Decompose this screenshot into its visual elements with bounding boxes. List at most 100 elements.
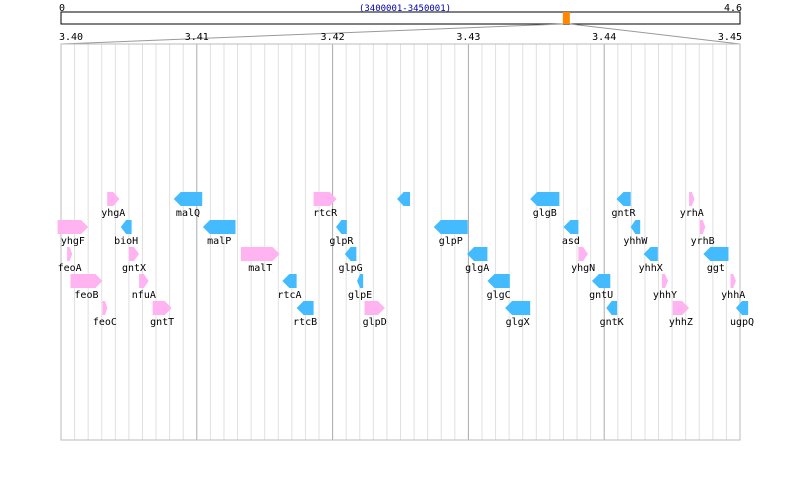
gene-yhhZ[interactable]: yhhZ bbox=[669, 301, 693, 328]
gene-glpR[interactable]: glpR bbox=[329, 220, 354, 247]
gene-label: glpD bbox=[363, 317, 387, 328]
gene-arrow[interactable] bbox=[296, 301, 314, 315]
gene-arrow[interactable] bbox=[467, 247, 488, 261]
gene-yhgA[interactable]: yhgA bbox=[101, 192, 125, 219]
gene-gntK[interactable]: gntK bbox=[600, 301, 624, 328]
gene-arrow[interactable] bbox=[57, 220, 89, 234]
gene-label: feoC bbox=[93, 317, 117, 328]
gene-yrhA[interactable]: yrhA bbox=[680, 192, 704, 219]
gene-malT[interactable]: malT bbox=[240, 247, 280, 274]
gene-arrow[interactable] bbox=[505, 301, 531, 315]
gene-label: glgB bbox=[533, 208, 557, 219]
gene-nfuA[interactable]: nfuA bbox=[132, 274, 156, 301]
gene-yhhX[interactable]: yhhX bbox=[639, 247, 663, 274]
overview-bar[interactable] bbox=[60, 11, 741, 25]
gene-label: glpE bbox=[348, 290, 372, 301]
overview-range-label: (3400001-3450001) bbox=[359, 4, 451, 14]
gene-arrow[interactable] bbox=[282, 274, 297, 288]
gene-label: malP bbox=[207, 236, 231, 247]
gene-glgB[interactable]: glgB bbox=[530, 192, 560, 219]
gene-glgX[interactable]: glgX bbox=[505, 301, 531, 328]
gene-arrow[interactable] bbox=[616, 192, 631, 206]
gene-feoA[interactable]: feoA bbox=[58, 247, 82, 274]
gene-unnamed[interactable] bbox=[397, 192, 411, 206]
gene-arrow[interactable] bbox=[152, 301, 172, 315]
gene-yhhY[interactable]: yhhY bbox=[653, 274, 677, 301]
gene-arrow[interactable] bbox=[672, 301, 690, 315]
gene-gntT[interactable]: gntT bbox=[150, 301, 174, 328]
gene-glpE[interactable]: glpE bbox=[348, 274, 372, 301]
gene-gntX[interactable]: gntX bbox=[122, 247, 146, 274]
gene-label: glgA bbox=[465, 263, 489, 274]
zoom-guide-right bbox=[569, 23, 741, 45]
gene-glgC[interactable]: glgC bbox=[487, 274, 511, 301]
gene-arrow[interactable] bbox=[397, 192, 411, 206]
gene-rtcB[interactable]: rtcB bbox=[293, 301, 317, 328]
gene-rtcR[interactable]: rtcR bbox=[313, 192, 338, 219]
zoom-guide-left bbox=[60, 23, 563, 45]
gene-arrow[interactable] bbox=[67, 247, 73, 261]
gene-arrow[interactable] bbox=[689, 192, 695, 206]
gene-arrow[interactable] bbox=[487, 274, 510, 288]
gene-yhhA[interactable]: yhhA bbox=[721, 274, 745, 301]
gene-arrow[interactable] bbox=[730, 274, 736, 288]
gene-yhgN[interactable]: yhgN bbox=[571, 247, 595, 274]
gene-rtcA[interactable]: rtcA bbox=[277, 274, 302, 301]
gene-arrow[interactable] bbox=[335, 220, 347, 234]
gene-arrow[interactable] bbox=[139, 274, 149, 288]
gene-asd[interactable]: asd bbox=[562, 220, 580, 247]
gene-feoB[interactable]: feoB bbox=[70, 274, 103, 301]
gene-glpP[interactable]: glpP bbox=[433, 220, 468, 247]
gene-arrow[interactable] bbox=[530, 192, 560, 206]
gene-bioH[interactable]: bioH bbox=[114, 220, 138, 247]
gene-label: glgC bbox=[487, 290, 511, 301]
gene-yhgF[interactable]: yhgF bbox=[57, 220, 89, 247]
gene-gntR[interactable]: gntR bbox=[612, 192, 637, 219]
tick-label: 3.44 bbox=[592, 32, 616, 43]
gene-ggt[interactable]: ggt bbox=[703, 247, 729, 274]
gene-gntU[interactable]: gntU bbox=[589, 274, 613, 301]
gene-arrow[interactable] bbox=[364, 301, 385, 315]
gene-arrow[interactable] bbox=[643, 247, 658, 261]
gene-arrow[interactable] bbox=[578, 247, 588, 261]
gene-malQ[interactable]: malQ bbox=[173, 192, 203, 219]
gene-arrow[interactable] bbox=[102, 301, 108, 315]
gene-ugpQ[interactable]: ugpQ bbox=[730, 301, 754, 328]
gene-malP[interactable]: malP bbox=[202, 220, 236, 247]
gene-label: glpP bbox=[439, 236, 463, 247]
gene-glpD[interactable]: glpD bbox=[363, 301, 387, 328]
gene-arrow[interactable] bbox=[661, 274, 669, 288]
tick-label: 3.42 bbox=[321, 32, 345, 43]
gene-arrow[interactable] bbox=[202, 220, 236, 234]
gene-arrow[interactable] bbox=[699, 220, 706, 234]
gene-arrow[interactable] bbox=[120, 220, 132, 234]
gene-glpG[interactable]: glpG bbox=[339, 247, 363, 274]
gene-arrow[interactable] bbox=[563, 220, 579, 234]
gene-label: yhgA bbox=[101, 208, 125, 219]
gene-arrow[interactable] bbox=[344, 247, 357, 261]
gene-yhhW[interactable]: yhhW bbox=[623, 220, 648, 247]
gene-label: ugpQ bbox=[730, 317, 754, 328]
gene-arrow[interactable] bbox=[606, 301, 618, 315]
gene-glgA[interactable]: glgA bbox=[465, 247, 489, 274]
gene-arrow[interactable] bbox=[433, 220, 468, 234]
gene-arrow[interactable] bbox=[735, 301, 749, 315]
gene-arrow[interactable] bbox=[630, 220, 641, 234]
gene-arrow[interactable] bbox=[173, 192, 203, 206]
gene-arrow[interactable] bbox=[591, 274, 611, 288]
gene-feoC[interactable]: feoC bbox=[93, 301, 117, 328]
overview-window-marker[interactable] bbox=[562, 12, 570, 24]
gene-arrow[interactable] bbox=[357, 274, 364, 288]
gene-yrhB[interactable]: yrhB bbox=[691, 220, 715, 247]
gene-arrow[interactable] bbox=[107, 192, 120, 206]
gene-label: bioH bbox=[114, 236, 138, 247]
gene-arrow[interactable] bbox=[703, 247, 729, 261]
gene-arrow[interactable] bbox=[70, 274, 103, 288]
gene-arrow[interactable] bbox=[313, 192, 337, 206]
gene-arrow[interactable] bbox=[240, 247, 280, 261]
overview-track: 0 4.6 (3400001-3450001) bbox=[59, 3, 742, 45]
gene-label: yrhB bbox=[691, 236, 715, 247]
gene-label: nfuA bbox=[132, 290, 156, 301]
gene-label: rtcR bbox=[313, 208, 338, 219]
gene-arrow[interactable] bbox=[128, 247, 140, 261]
